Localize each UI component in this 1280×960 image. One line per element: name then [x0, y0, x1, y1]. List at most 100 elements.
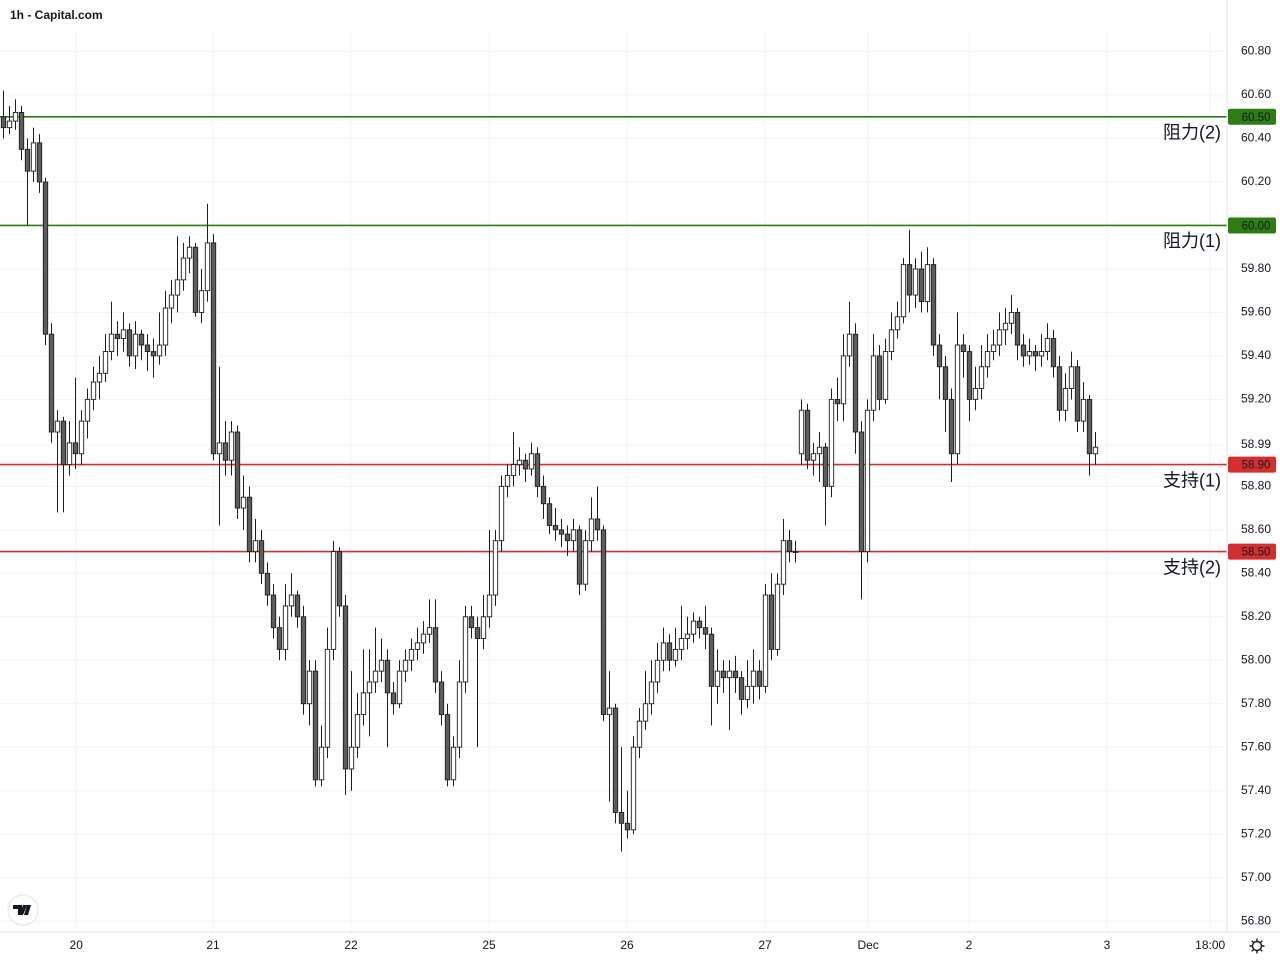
candles [0, 90, 1099, 852]
y-tick-label: 58.00 [1241, 652, 1271, 666]
candle-body [636, 720, 643, 748]
candle-body [1032, 351, 1039, 357]
candle-body [474, 627, 481, 639]
y-tick-label: 59.20 [1241, 392, 1271, 406]
candle-body [900, 264, 907, 318]
tradingview-logo [7, 894, 39, 926]
candle-body [672, 648, 679, 661]
candle-body [1068, 366, 1075, 389]
candle-body [834, 398, 841, 405]
candle-body [318, 746, 325, 781]
y-tick-label: 59.40 [1241, 348, 1271, 362]
candle-body [912, 268, 919, 296]
candle-body [600, 529, 607, 716]
candle-body [72, 442, 79, 455]
candle-body [930, 264, 937, 346]
y-tick-label: 58.60 [1241, 522, 1271, 536]
candle-body [504, 475, 511, 487]
candle-body [948, 398, 955, 455]
candle-body [654, 659, 661, 683]
candle-body [342, 605, 349, 770]
candle-body [108, 333, 115, 353]
candle-body [222, 442, 229, 461]
candle-body [714, 670, 721, 687]
candle-body [810, 453, 817, 461]
candle-body [276, 627, 283, 650]
candle-body [48, 333, 55, 433]
candle-body [978, 366, 985, 389]
candle-body [1080, 398, 1087, 422]
candle-body [408, 648, 415, 661]
candle-body [798, 409, 805, 455]
candle-body [12, 111, 19, 122]
candle-body [102, 351, 109, 374]
y-tick-label: 57.80 [1241, 696, 1271, 710]
candle-body [156, 344, 163, 357]
x-tick-label: 20 [70, 938, 84, 952]
level-label: 支持(2) [1163, 557, 1221, 577]
candle-body [480, 616, 487, 639]
settings-icon[interactable] [1249, 938, 1265, 954]
candle-body [960, 344, 967, 353]
candle-body [360, 692, 367, 716]
candle-body [1002, 322, 1009, 331]
candle-body [546, 503, 553, 526]
x-tick-label: 26 [620, 938, 634, 952]
candle-body [234, 431, 241, 509]
candle-body [906, 264, 913, 296]
candle-body [378, 659, 385, 672]
candle-body [144, 344, 151, 353]
candle-body [282, 605, 289, 650]
candle-body [744, 685, 751, 700]
candle-body [882, 351, 889, 400]
candle-body [498, 485, 505, 542]
y-tick-label: 60.40 [1241, 131, 1271, 145]
candle-body [96, 372, 103, 383]
candle-body [1014, 311, 1021, 346]
x-tick-label: 22 [344, 938, 358, 952]
candle-body [138, 333, 145, 346]
candle-body [216, 442, 223, 455]
candle-body [432, 627, 439, 683]
x-tick-label: 21 [206, 938, 220, 952]
candle-body [936, 344, 943, 368]
level-label: 支持(1) [1163, 470, 1221, 490]
candle-body [510, 464, 517, 476]
candle-body [612, 707, 619, 813]
candle-body [582, 540, 589, 585]
candle-body [552, 525, 559, 531]
candle-body [516, 459, 523, 466]
candle-body [1056, 366, 1063, 411]
candle-body [816, 446, 823, 455]
candle-body [324, 648, 331, 748]
y-tick-label: 57.40 [1241, 783, 1271, 797]
candle-body [876, 355, 883, 400]
candle-body [570, 529, 577, 542]
candle-body [468, 616, 475, 629]
candle-body [732, 670, 739, 679]
y-tick-label: 57.60 [1241, 739, 1271, 753]
candle-body [564, 533, 571, 542]
candle-body [972, 388, 979, 400]
candle-body [78, 420, 85, 455]
candle-body [588, 518, 595, 542]
candle-body [984, 351, 991, 368]
candle-body [426, 627, 433, 635]
candle-body [954, 344, 961, 455]
price-tag-label: 58.50 [1242, 547, 1271, 559]
candle-body [162, 307, 169, 346]
y-tick-label: 57.00 [1241, 870, 1271, 884]
chart-title: 1h - Capital.com [10, 8, 103, 22]
x-tick-label: 3 [1104, 938, 1111, 952]
candle-body [84, 398, 91, 422]
candle-body [252, 540, 259, 553]
level-label: 阻力(1) [1163, 231, 1221, 251]
x-tick-label: 27 [758, 938, 772, 952]
candle-body [402, 659, 409, 672]
price-tag [1228, 456, 1276, 473]
candle-body [264, 572, 271, 596]
candle-body [348, 746, 355, 770]
candle-body [456, 681, 463, 748]
candle-body [354, 714, 361, 748]
